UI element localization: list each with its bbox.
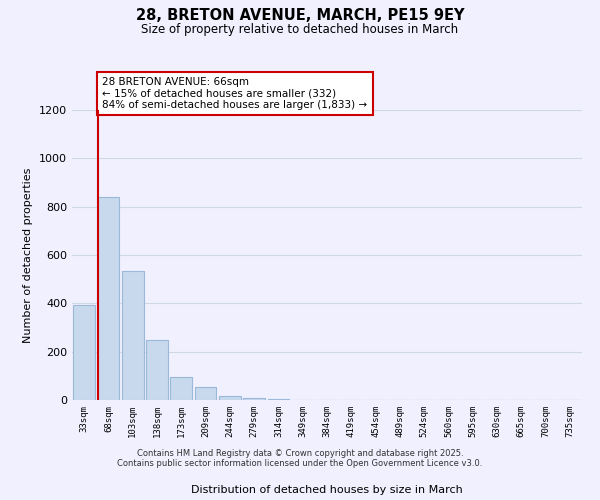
Text: 28, BRETON AVENUE, MARCH, PE15 9EY: 28, BRETON AVENUE, MARCH, PE15 9EY [136, 8, 464, 22]
Bar [194, 388, 217, 400]
Bar [122, 270, 143, 400]
Bar [73, 304, 95, 400]
Text: Size of property relative to detached houses in March: Size of property relative to detached ho… [142, 22, 458, 36]
Bar [97, 197, 119, 400]
Text: Contains public sector information licensed under the Open Government Licence v3: Contains public sector information licen… [118, 458, 482, 468]
Text: Distribution of detached houses by size in March: Distribution of detached houses by size … [191, 485, 463, 495]
Bar [146, 340, 168, 400]
Bar [170, 376, 192, 400]
Text: Contains HM Land Registry data © Crown copyright and database right 2025.: Contains HM Land Registry data © Crown c… [137, 448, 463, 458]
Bar [243, 398, 265, 400]
Y-axis label: Number of detached properties: Number of detached properties [23, 168, 34, 342]
Bar [219, 396, 241, 400]
Text: 28 BRETON AVENUE: 66sqm
← 15% of detached houses are smaller (332)
84% of semi-d: 28 BRETON AVENUE: 66sqm ← 15% of detache… [103, 77, 367, 110]
